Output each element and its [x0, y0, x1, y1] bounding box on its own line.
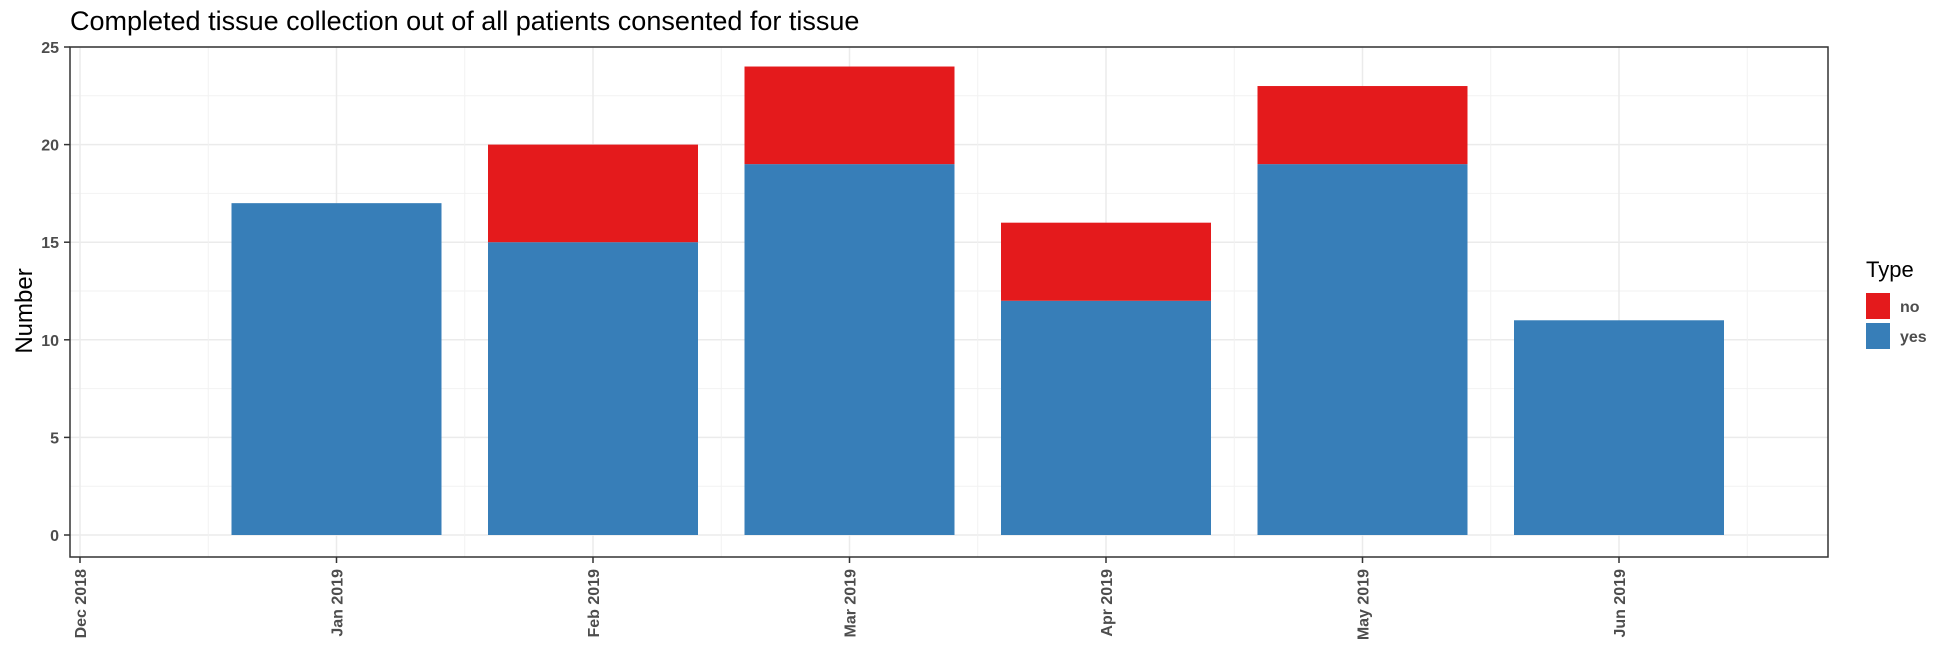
x-tick-label: Mar 2019	[843, 569, 860, 638]
y-axis-title: Number	[11, 268, 38, 353]
bar-yes-feb-2019	[488, 242, 698, 535]
legend: Type no yes	[1866, 257, 1927, 349]
bars	[231, 66, 1724, 535]
chart-title: Completed tissue collection out of all p…	[70, 6, 859, 36]
bar-no-apr-2019	[1001, 222, 1211, 301]
y-axis: 0 5 10 15 20 25	[41, 40, 70, 545]
x-tick-label: Jan 2019	[330, 569, 347, 637]
y-tick-label: 15	[41, 235, 59, 252]
x-axis: Dec 2018 Jan 2019 Feb 2019 Mar 2019 Apr 2019…	[73, 557, 1629, 640]
bar-no-mar-2019	[744, 66, 955, 165]
legend-label-yes: yes	[1900, 329, 1927, 346]
x-tick-label: Dec 2018	[73, 569, 90, 638]
bar-no-feb-2019	[488, 144, 698, 243]
x-tick-label: Feb 2019	[586, 569, 603, 638]
legend-swatch-no	[1866, 293, 1890, 319]
y-tick-label: 20	[41, 138, 59, 155]
legend-swatch-yes	[1866, 323, 1890, 349]
y-tick-label: 5	[50, 430, 59, 447]
legend-title: Type	[1866, 257, 1914, 282]
legend-label-no: no	[1900, 299, 1920, 316]
y-tick-label: 0	[50, 528, 59, 545]
y-tick-label: 25	[41, 40, 59, 57]
bar-yes-jun-2019	[1514, 320, 1724, 535]
x-tick-label: Apr 2019	[1099, 569, 1116, 637]
y-tick-label: 10	[41, 333, 59, 350]
bar-yes-jan-2019	[231, 203, 442, 535]
plot-panel-border	[69, 46, 1829, 558]
bar-yes-mar-2019	[744, 164, 955, 535]
bar-no-may-2019	[1257, 86, 1468, 165]
bar-yes-may-2019	[1257, 164, 1468, 535]
x-tick-label: May 2019	[1356, 569, 1373, 640]
x-tick-label: Jun 2019	[1612, 569, 1629, 638]
bar-yes-apr-2019	[1001, 300, 1211, 535]
